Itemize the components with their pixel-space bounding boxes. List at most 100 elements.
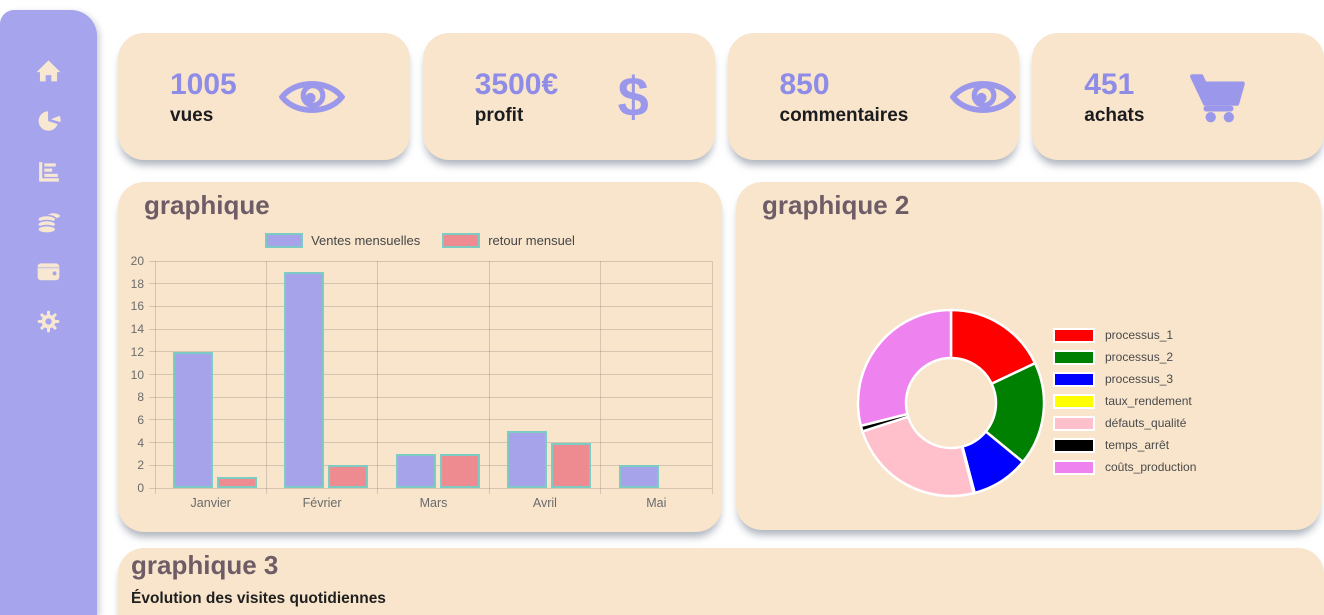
bar-chart-title: graphique: [144, 190, 270, 220]
y-axis-tick-label: 2: [137, 458, 144, 473]
grid-line: [149, 283, 712, 285]
bar-chart-plot: [149, 260, 713, 494]
legend-label: processus_2: [1105, 350, 1174, 364]
y-axis-tick-label: 14: [130, 322, 144, 337]
stat-card-vues: 1005 vues: [118, 33, 410, 160]
bar-retour-mensuel: [551, 442, 592, 488]
bar-ventes-mensuelles: [507, 431, 548, 488]
grid-line: [149, 305, 712, 307]
grid-line: [149, 396, 712, 398]
legend-swatch: [1053, 437, 1095, 453]
grid-line: [149, 351, 712, 353]
legend-swatch: [442, 233, 481, 248]
legend-label: taux_rendement: [1105, 394, 1192, 408]
bar-ventes-mensuelles: [284, 272, 325, 488]
donut-slice-4: [860, 415, 976, 498]
donut-chart-legend: processus_1 processus_2 processus_3 taux_re…: [1053, 324, 1196, 478]
line-chart-title: graphique 3: [131, 550, 279, 580]
grid-line: [488, 261, 490, 494]
sidebar-item-settings[interactable]: [0, 296, 97, 346]
grid-line: [600, 261, 602, 494]
stat-label: commentaires: [779, 104, 909, 126]
stat-value: 1005: [170, 67, 237, 101]
sidebar-item-home[interactable]: [0, 46, 97, 96]
grid-line: [265, 261, 267, 494]
line-chart-subtitle: Évolution des visites quotidiennes: [131, 590, 386, 607]
grid-line: [149, 442, 712, 444]
sidebar-item-wallet[interactable]: [0, 246, 97, 296]
home-icon: [36, 60, 61, 82]
legend-item-2[interactable]: processus_3: [1053, 368, 1196, 390]
y-axis-tick-label: 12: [130, 344, 144, 359]
legend-label: processus_1: [1105, 328, 1174, 342]
bar-retour-mensuel: [439, 453, 480, 488]
legend-item-0[interactable]: Ventes mensuelles: [265, 233, 420, 248]
stat-text: 451 achats: [1084, 67, 1144, 127]
grid-line: [149, 260, 712, 262]
legend-swatch: [1053, 349, 1095, 365]
legend-label: temps_arrêt: [1105, 438, 1170, 452]
stat-text: 3500€ profit: [475, 67, 558, 127]
donut-chart-card: graphique 2 processus_1 processus_2 proces…: [736, 182, 1321, 530]
grid-line: [149, 487, 712, 489]
category-label: Mai: [646, 496, 667, 510]
stat-label: achats: [1084, 104, 1145, 126]
bar-chart-card: graphique Ventes mensuelles retour mensue…: [118, 182, 722, 532]
cart-icon: [1184, 71, 1254, 123]
stat-card-commentaires: 850 commentaires: [727, 33, 1020, 160]
grid-line: [711, 261, 713, 494]
sidebar-item-bar-chart[interactable]: [0, 146, 97, 196]
bar-chart-y-axis: 0 2 4 6 8 10 12 14 16 18 20: [118, 182, 152, 532]
sidebar-item-pie-chart[interactable]: [0, 96, 97, 146]
y-axis-tick-label: 4: [137, 435, 144, 450]
legend-item-4[interactable]: défauts_qualité: [1053, 412, 1196, 434]
coins-icon: [36, 211, 62, 234]
stat-card-achats: 451 achats: [1032, 33, 1324, 160]
sidebar-item-coins[interactable]: [0, 196, 97, 246]
legend-item-0[interactable]: processus_1: [1053, 324, 1196, 346]
legend-item-6[interactable]: coûts_production: [1053, 456, 1196, 478]
y-axis-tick-label: 18: [130, 276, 144, 291]
legend-swatch: [1053, 459, 1095, 475]
pie-chart-icon: [38, 111, 61, 131]
dollar-icon: $: [617, 64, 649, 128]
grid-line: [149, 374, 712, 375]
bar-ventes-mensuelles: [395, 453, 436, 488]
grid-line: [154, 261, 156, 494]
legend-swatch: [1053, 327, 1095, 343]
sidebar: [0, 10, 97, 615]
category-label: Mars: [419, 496, 448, 510]
category-label: Février: [302, 496, 342, 510]
stat-card-profit: 3500€ profit $: [422, 33, 715, 160]
gear-icon: [37, 310, 60, 332]
stat-label: profit: [474, 104, 524, 126]
y-axis-tick-label: 20: [130, 254, 144, 268]
y-axis-tick-label: 0: [137, 481, 144, 495]
donut-slice-6: [856, 308, 953, 428]
legend-label: retour mensuel: [488, 233, 575, 248]
bar-chart-x-axis: Janvier Février Mars Avril Mai: [155, 496, 712, 514]
legend-item-5[interactable]: temps_arrêt: [1053, 434, 1196, 456]
stats-row: 1005 vues 3500€ profit $ 850: [118, 33, 1324, 160]
y-axis-tick-label: 8: [137, 390, 144, 405]
stat-value: 850: [779, 67, 830, 101]
bar-chart-legend: Ventes mensuelles retour mensuel: [118, 233, 722, 248]
y-axis-tick-label: 6: [137, 412, 144, 427]
legend-swatch: [1053, 371, 1095, 387]
legend-label: défauts_qualité: [1105, 416, 1187, 430]
legend-swatch: [265, 233, 304, 248]
y-axis-tick-label: 10: [130, 367, 144, 382]
stat-label: vues: [170, 104, 214, 126]
legend-item-1[interactable]: retour mensuel: [442, 233, 575, 248]
grid-line: [377, 261, 379, 494]
bar-chart-icon: [38, 161, 59, 182]
stat-value: 3500€: [474, 67, 559, 101]
wallet-icon: [37, 263, 60, 281]
legend-item-1[interactable]: processus_2: [1053, 346, 1196, 368]
legend-item-3[interactable]: taux_rendement: [1053, 390, 1196, 412]
eye-icon: [948, 74, 1018, 120]
legend-swatch: [1053, 415, 1095, 431]
legend-label: processus_3: [1105, 372, 1174, 386]
stat-value: 451: [1084, 67, 1135, 101]
